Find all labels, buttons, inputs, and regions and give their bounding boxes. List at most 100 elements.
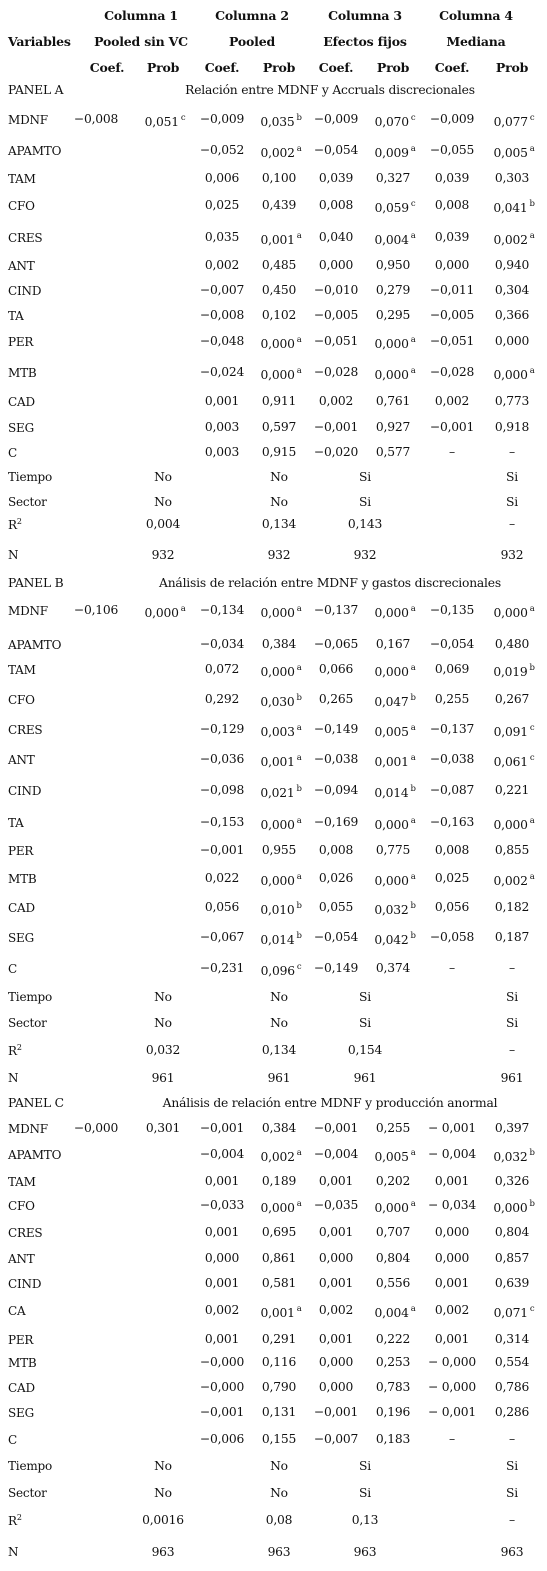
significance-marker: b <box>296 693 302 703</box>
significance-marker: a <box>529 604 535 614</box>
significance-marker: a <box>410 1304 416 1314</box>
prob-cell: 0,032 b <box>493 1148 535 1165</box>
coef-cell: 0,002 <box>204 258 240 272</box>
prob-cell: 0,253 <box>375 1355 411 1369</box>
prob-cell: 0,035 b <box>260 113 302 130</box>
coef-cell: −0,067 <box>199 930 245 944</box>
r2-cell: 0,08 <box>265 1513 293 1527</box>
coef-cell: 0,040 <box>318 230 354 244</box>
coef-cell: −0,011 <box>429 283 475 297</box>
row-label: MTB <box>8 872 37 886</box>
significance-marker: a <box>296 604 302 614</box>
prob-cell: 0,326 <box>494 1174 530 1188</box>
row-label: CFO <box>8 693 35 707</box>
row-label: SEG <box>8 931 34 945</box>
coef-cell: −0,009 <box>199 112 245 126</box>
row-label-sector: Sector <box>8 495 47 509</box>
tiempo-cell: Si <box>506 1459 518 1473</box>
coef-cell: −0,137 <box>429 722 475 736</box>
prob-cell: 0,001 a <box>260 231 302 248</box>
coef-cell: −0,001 <box>313 420 359 434</box>
significance-marker: a <box>296 1199 302 1209</box>
significance-marker: b <box>410 901 416 911</box>
coef-cell: −0,028 <box>429 365 475 379</box>
prob-cell: 0,000 a <box>374 872 416 889</box>
significance-marker: a <box>529 231 535 241</box>
row-label-r2: R2 <box>8 517 22 532</box>
n-cell: 961 <box>151 1071 175 1085</box>
row-label: CRES <box>8 231 43 245</box>
prob-cell: – <box>509 445 515 459</box>
coef-cell: −0,058 <box>429 930 475 944</box>
col1-subheader: Pooled sin VC <box>94 34 188 49</box>
significance-marker: a <box>410 335 416 345</box>
coef-header: Coef. <box>318 60 354 75</box>
prob-cell: 0,786 <box>494 1380 530 1394</box>
coef-cell: −0,007 <box>313 1432 359 1446</box>
prob-cell: 0,804 <box>375 1251 411 1265</box>
coef-cell: − 0,001 <box>427 1405 477 1419</box>
prob-cell: 0,167 <box>375 637 411 651</box>
prob-cell: 0,001 a <box>260 1304 302 1321</box>
prob-cell: 0,384 <box>261 637 297 651</box>
coef-cell: 0,002 <box>434 1303 470 1317</box>
coef-cell: −0,005 <box>313 308 359 322</box>
row-label-tiempo: Tiempo <box>8 990 53 1004</box>
prob-cell: 0,004 a <box>374 231 416 248</box>
prob-cell: 0,091 c <box>493 723 535 740</box>
significance-marker: b <box>529 663 535 673</box>
prob-cell: 0,059 c <box>374 199 416 216</box>
significance-marker: c <box>296 962 302 972</box>
prob-cell: 0,804 <box>494 1225 530 1239</box>
coef-cell: 0,001 <box>318 1174 354 1188</box>
prob-cell: 0,295 <box>375 308 411 322</box>
col3-subheader: Efectos fijos <box>323 34 407 49</box>
n-cell: 961 <box>500 1071 524 1085</box>
coef-cell: 0,001 <box>204 1276 240 1290</box>
prob-cell: 0,855 <box>494 843 530 857</box>
coef-cell: – <box>449 1432 455 1446</box>
significance-marker: a <box>529 872 535 882</box>
significance-marker: a <box>529 816 535 826</box>
prob-cell: 0,790 <box>261 1380 297 1394</box>
coef-cell: 0,001 <box>204 1174 240 1188</box>
n-cell: 932 <box>353 548 377 562</box>
coef-cell: −0,005 <box>429 308 475 322</box>
coef-cell: 0,039 <box>434 171 470 185</box>
panel-caption: Relación entre MDNF y Accruals discrecio… <box>185 83 475 97</box>
significance-marker: a <box>296 816 302 826</box>
row-label: APAMTO <box>8 144 62 158</box>
coef-cell: 0,001 <box>204 394 240 408</box>
coef-cell: 0,002 <box>434 394 470 408</box>
coef-cell: 0,002 <box>318 394 354 408</box>
prob-cell: 0,000 a <box>260 335 302 352</box>
prob-cell: 0,196 <box>375 1405 411 1419</box>
coef-cell: −0,006 <box>199 1432 245 1446</box>
prob-cell: 0,000 a <box>260 663 302 680</box>
significance-marker: a <box>410 604 416 614</box>
significance-marker: c <box>529 113 535 123</box>
prob-cell: 0,940 <box>494 258 530 272</box>
tiempo-cell: No <box>270 1459 288 1473</box>
coef-cell: – <box>449 445 455 459</box>
coef-cell: 0,003 <box>204 445 240 459</box>
prob-cell: 0,955 <box>261 843 297 857</box>
coef-cell: −0,052 <box>199 143 245 157</box>
prob-cell: 0,857 <box>494 1251 530 1265</box>
prob-cell: 0,279 <box>375 283 411 297</box>
row-label-sector: Sector <box>8 1016 47 1030</box>
significance-marker: a <box>410 231 416 241</box>
coef-cell: 0,000 <box>434 1251 470 1265</box>
prob-cell: 0,000 <box>494 334 530 348</box>
prob-cell: – <box>509 961 515 975</box>
prob-cell: 0,000 a <box>260 872 302 889</box>
prob-cell: 0,314 <box>494 1332 530 1346</box>
prob-cell: 0,002 a <box>260 1148 302 1165</box>
r2-cell: 0,134 <box>261 517 297 531</box>
tiempo-cell: Si <box>506 470 518 484</box>
n-cell: 932 <box>500 548 524 562</box>
row-label: PER <box>8 844 34 858</box>
coef-cell: −0,000 <box>73 1121 119 1135</box>
prob-cell: 0,002 a <box>260 144 302 161</box>
row-label: CRES <box>8 1226 43 1240</box>
